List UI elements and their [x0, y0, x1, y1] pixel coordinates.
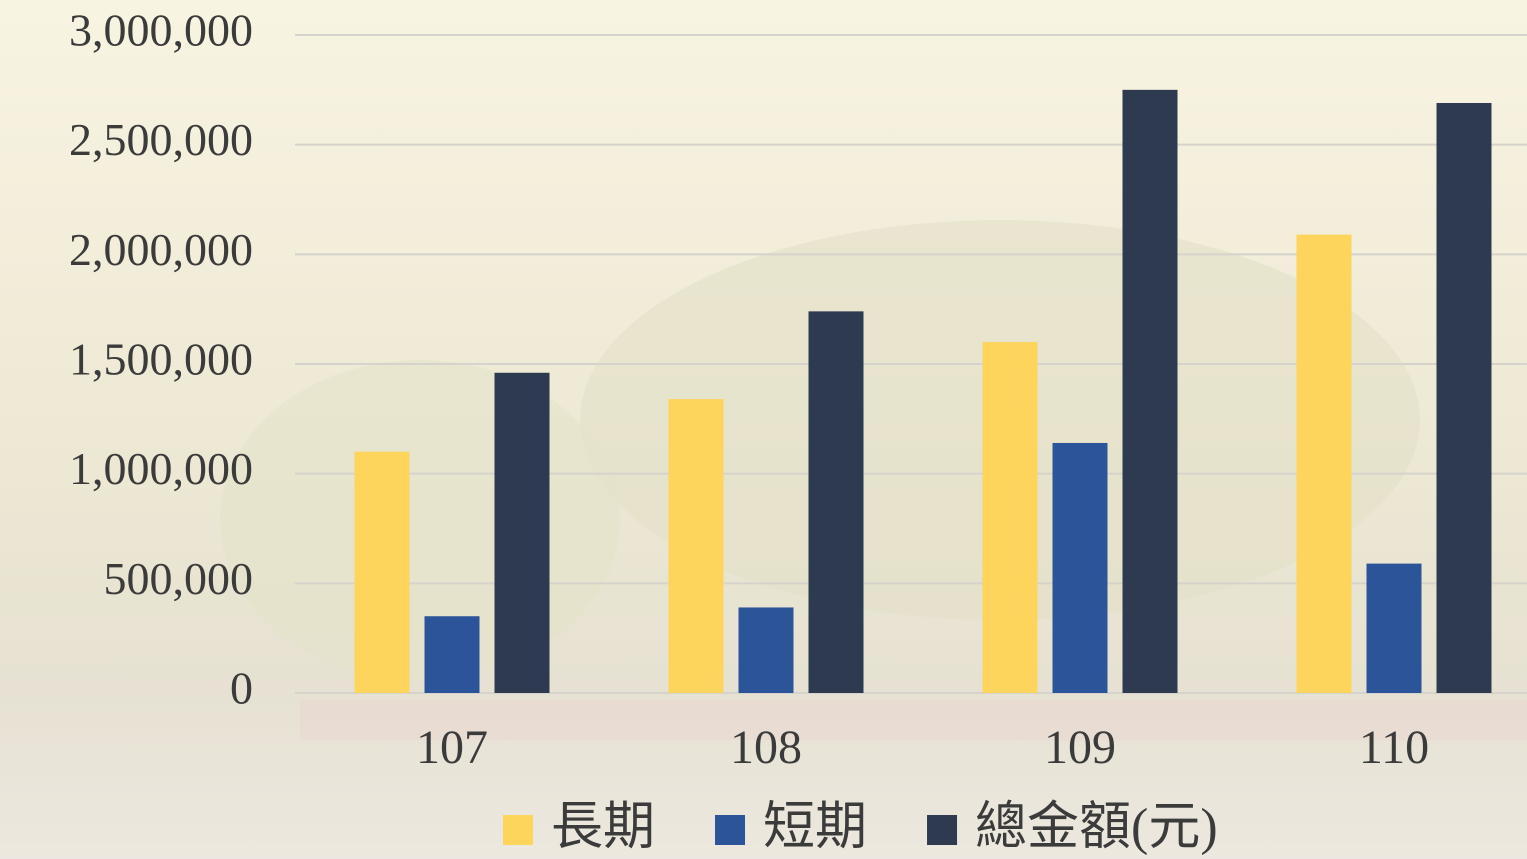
- y-tick-label: 500,000: [104, 553, 254, 604]
- page: {"chart_data": {"type": "bar", "categori…: [0, 0, 1527, 859]
- x-tick-label: 110: [1359, 721, 1429, 774]
- legend-swatch: [715, 815, 745, 845]
- background-trees: [220, 360, 620, 680]
- legend-swatch: [927, 815, 957, 845]
- bar: [983, 342, 1038, 693]
- bar: [1123, 90, 1178, 693]
- y-tick-label: 3,000,000: [69, 5, 253, 56]
- legend-swatch: [503, 815, 533, 845]
- legend-label: 總金額(元): [975, 799, 1218, 856]
- legend-label: 長期: [551, 799, 655, 856]
- y-tick-label: 2,500,000: [69, 114, 253, 165]
- legend-label: 短期: [763, 799, 867, 856]
- y-tick-label: 1,500,000: [69, 334, 253, 385]
- bar: [1367, 564, 1422, 693]
- y-tick-label: 1,000,000: [69, 443, 253, 494]
- bar: [355, 452, 410, 693]
- bar: [1297, 235, 1352, 693]
- y-tick-label: 2,000,000: [69, 224, 253, 275]
- x-tick-label: 109: [1044, 721, 1116, 774]
- bar: [1437, 103, 1492, 693]
- bar: [425, 616, 480, 693]
- x-tick-label: 107: [416, 721, 488, 774]
- bar: [809, 311, 864, 693]
- bar: [1053, 443, 1108, 693]
- chart: 0 500,000 1,000,000 1,500,000 2,000,000 2,500…: [0, 0, 1527, 859]
- bar: [739, 607, 794, 693]
- bar: [669, 399, 724, 693]
- y-tick-label: 0: [230, 663, 253, 714]
- x-tick-label: 108: [730, 721, 802, 774]
- bar: [495, 373, 550, 693]
